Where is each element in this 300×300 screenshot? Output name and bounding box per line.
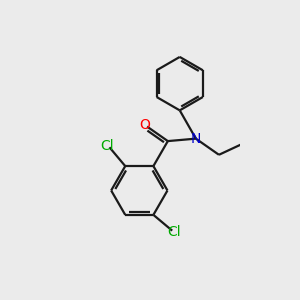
Text: Cl: Cl bbox=[100, 139, 113, 153]
Text: Cl: Cl bbox=[167, 225, 180, 239]
Text: O: O bbox=[140, 118, 150, 132]
Text: N: N bbox=[191, 132, 201, 145]
